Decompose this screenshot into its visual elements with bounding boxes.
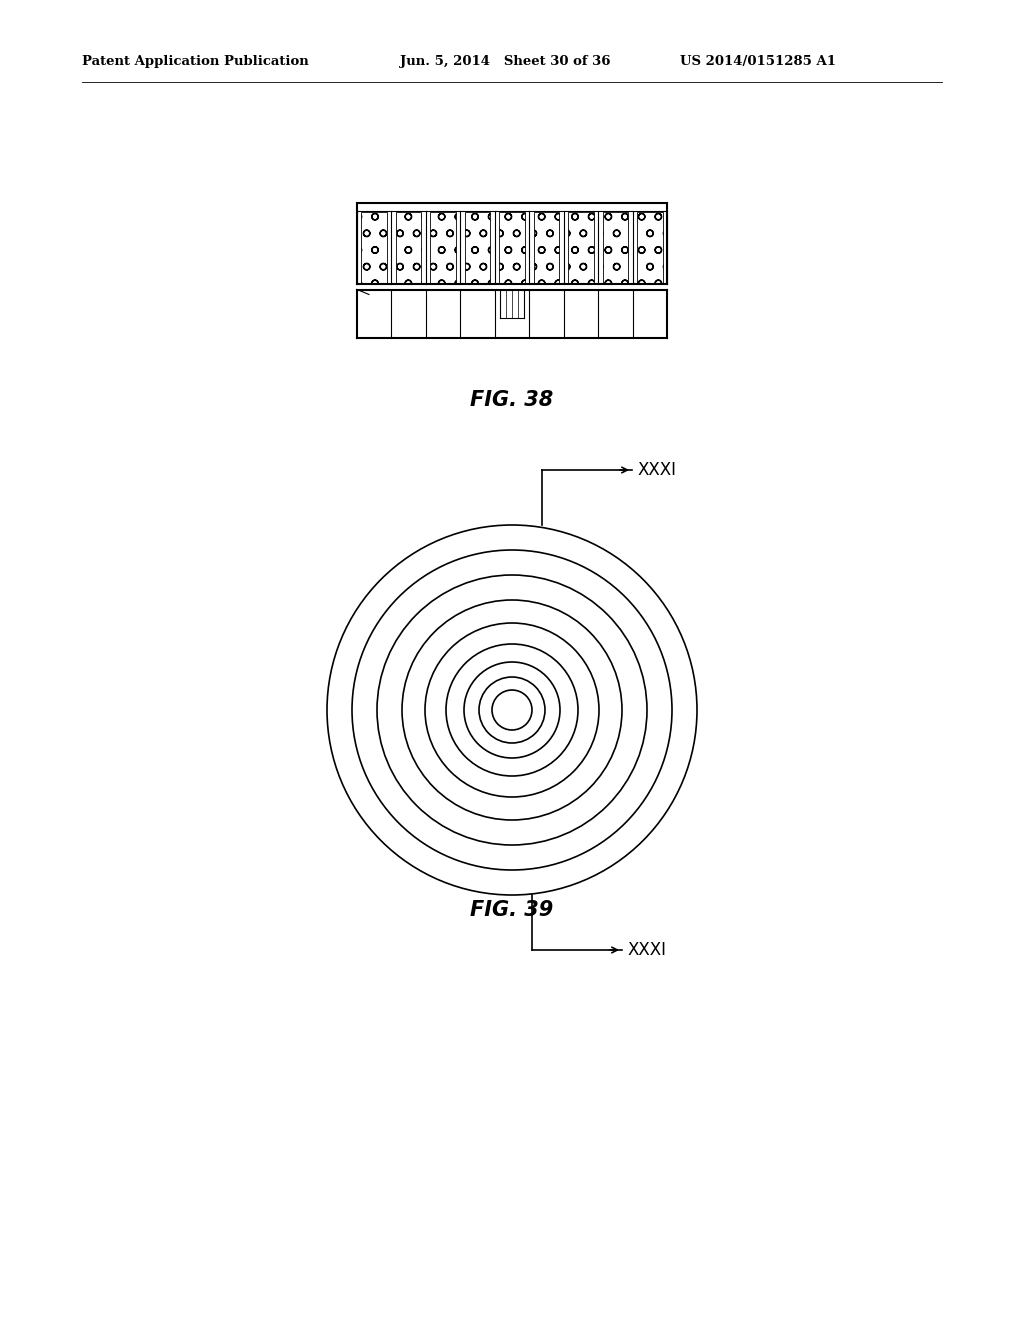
Text: FIG. 39: FIG. 39 bbox=[470, 900, 554, 920]
Text: Patent Application Publication: Patent Application Publication bbox=[82, 55, 309, 69]
Bar bbox=[500, 211, 524, 282]
Bar bbox=[465, 211, 490, 282]
Bar bbox=[568, 211, 594, 282]
Text: US 2014/0151285 A1: US 2014/0151285 A1 bbox=[680, 55, 836, 69]
Bar bbox=[361, 211, 387, 282]
Bar bbox=[534, 211, 559, 282]
Text: FIG. 38: FIG. 38 bbox=[470, 389, 554, 411]
Bar bbox=[637, 211, 663, 282]
Bar bbox=[396, 211, 422, 282]
Bar bbox=[602, 211, 628, 282]
Bar bbox=[430, 211, 456, 282]
Text: XXXI: XXXI bbox=[637, 461, 676, 479]
Text: Jun. 5, 2014   Sheet 30 of 36: Jun. 5, 2014 Sheet 30 of 36 bbox=[400, 55, 610, 69]
Text: XXXI: XXXI bbox=[627, 941, 666, 960]
